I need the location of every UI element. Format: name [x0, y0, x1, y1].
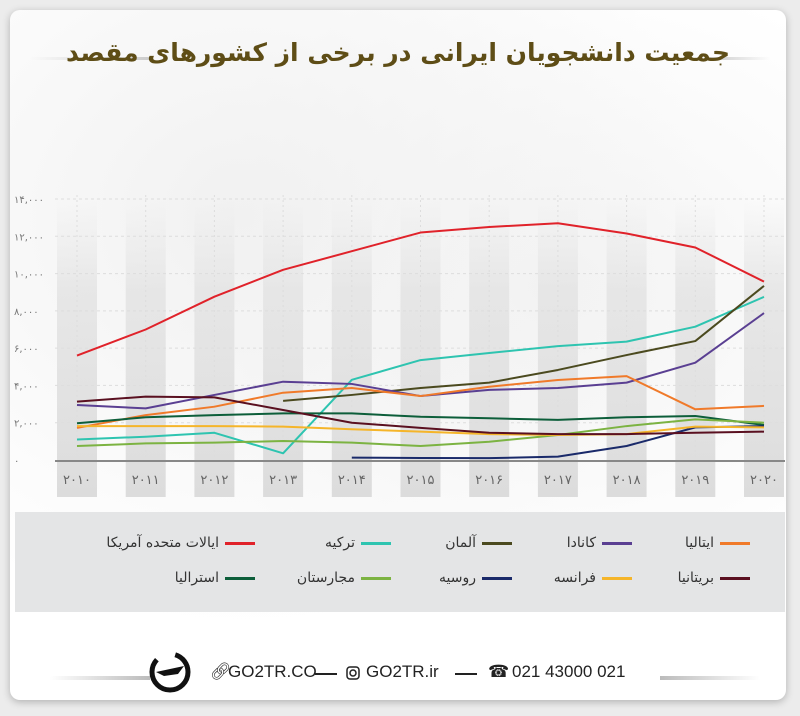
series-line-2 — [283, 285, 765, 402]
link-icon: 🔗︎ — [210, 662, 232, 681]
series-line-4 — [76, 375, 765, 429]
series-line-5 — [76, 412, 765, 426]
x-tick-label: ۲۰۱۸ — [613, 473, 641, 488]
legend-swatch — [720, 576, 750, 580]
series-line-9 — [76, 395, 765, 436]
legend-label: فرانسه — [553, 570, 596, 586]
legend-item: فرانسه — [554, 570, 632, 586]
legend-item: بریتانیا — [678, 570, 750, 586]
x-tick-label: ۲۰۲۰ — [750, 473, 778, 488]
x-tick-label: ۲۰۱۳ — [269, 473, 297, 488]
legend-swatch — [602, 541, 632, 545]
legend-label: روسیه — [439, 570, 476, 586]
x-tick-label: ۲۰۱۹ — [681, 473, 709, 488]
legend-swatch — [720, 541, 750, 545]
legend-item: مجارستان — [297, 570, 391, 586]
legend-swatch — [602, 576, 632, 580]
instagram-icon — [346, 666, 360, 680]
legend-swatch — [482, 576, 512, 580]
infographic-card: جمعیت دانشجویان ایرانی در برخی از کشورها… — [10, 10, 786, 700]
legend-swatch — [225, 576, 255, 580]
footer-divider-left — [50, 676, 150, 680]
legend-label: استرالیا — [174, 570, 219, 586]
legend-item: ایالات متحده آمریکا — [106, 535, 255, 551]
x-tick-label: ۲۰۱۶ — [475, 473, 503, 488]
series-line-8 — [77, 425, 765, 437]
legend-label: ایتالیا — [684, 535, 714, 551]
series-line-1 — [76, 295, 765, 455]
x-tick-label: ۲۰۱۱ — [132, 473, 160, 488]
line-chart: ۲۰۱۰ ۲۰۱۱ ۲۰۱۲ ۲۰۱۳ ۲۰۱۴ ۲۰۱۵ ۲۰۱۶ ۲۰۱۷ ۲۰۱۸ ۲۰۱۹… — [14, 195, 786, 497]
legend-label: ترکیه — [324, 535, 355, 551]
legend-item: استرالیا — [175, 570, 255, 586]
x-tick-label: ۲۰۱۲ — [200, 473, 228, 488]
x-tick-label: ۲۰۱۵ — [407, 473, 435, 488]
x-tick-label: ۲۰۱۴ — [338, 473, 366, 488]
y-tick-label: ۴,۰۰۰ — [14, 381, 39, 392]
series-line-6 — [76, 418, 765, 448]
x-tick-label: ۲۰۱۰ — [63, 473, 91, 488]
x-tick-label: ۲۰۱۷ — [544, 473, 572, 488]
footer-dash — [315, 673, 337, 675]
y-tick-label: ۱۰,۰۰۰ — [14, 270, 44, 281]
legend-label: ایالات متحده آمریکا — [106, 535, 219, 551]
phone-icon: ☎︎ — [488, 662, 510, 681]
website-co[interactable]: GO2TR.CO — [228, 662, 317, 681]
y-tick-label: ۱۲,۰۰۰ — [14, 232, 44, 243]
y-tick-label: ۶,۰۰۰ — [14, 344, 39, 355]
series-line-0 — [76, 222, 765, 357]
legend-swatch — [225, 541, 255, 545]
y-tick-label: ۲,۰۰۰ — [14, 419, 39, 430]
logo-plane-icon — [149, 651, 191, 693]
legend-label: مجارستان — [296, 570, 355, 586]
legend-swatch — [361, 576, 391, 580]
legend-item: ترکیه — [325, 535, 391, 551]
legend-label: بریتانیا — [677, 570, 714, 586]
legend-item: کانادا — [567, 535, 632, 551]
footer-dash — [455, 673, 477, 675]
page-title: جمعیت دانشجویان ایرانی در برخی از کشورها… — [66, 38, 730, 67]
footer: 🔗︎ GO2TR.CO GO2TR.ir ☎︎ 021 43000 021 — [10, 651, 786, 693]
legend-swatch — [361, 541, 391, 545]
y-tick-label: ۸,۰۰۰ — [14, 307, 39, 318]
legend-item: آلمان — [445, 535, 512, 551]
legend-label: کانادا — [566, 535, 596, 551]
y-tick-label: ۱۴,۰۰۰ — [14, 195, 44, 206]
footer-divider-right — [660, 676, 760, 680]
legend-item: روسیه — [439, 570, 512, 586]
legend-swatch — [482, 541, 512, 545]
legend-item: ایتالیا — [685, 535, 750, 551]
legend: ایتالیا کانادا آلمان ترکیه ایالات متحده آمری… — [15, 512, 785, 612]
legend-label: آلمان — [445, 535, 476, 551]
title-divider-right — [710, 57, 770, 60]
title-divider-left — [30, 57, 150, 60]
website-ir[interactable]: GO2TR.ir — [366, 662, 439, 681]
phone-number[interactable]: 021 43000 021 — [512, 662, 626, 681]
y-tick-label: ۰ — [14, 456, 19, 467]
